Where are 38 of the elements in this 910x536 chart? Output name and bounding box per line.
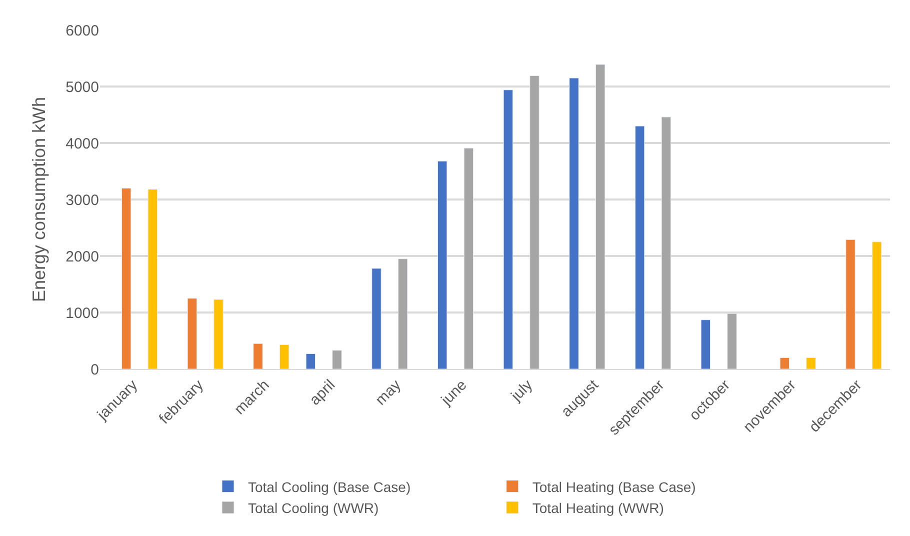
bar [398, 258, 408, 369]
legend-label: Total Cooling (Base Case) [248, 478, 411, 495]
y-tick-label: 1000 [66, 304, 99, 322]
bar [530, 76, 540, 369]
bar [121, 188, 132, 369]
y-tick-label: 5000 [66, 78, 99, 96]
bar [634, 126, 645, 369]
bar [332, 350, 342, 369]
bar [279, 344, 290, 369]
legend-label: Total Cooling (WWR) [248, 500, 379, 516]
bar [700, 320, 711, 369]
x-tick-label: july [507, 376, 536, 406]
bar [503, 90, 514, 369]
bar [661, 116, 672, 369]
x-tick-label: may [372, 376, 405, 409]
bar [253, 343, 263, 369]
y-tick-label: 0 [90, 361, 99, 378]
bar [727, 313, 737, 369]
bar [214, 299, 224, 369]
bar [187, 298, 198, 369]
bar [846, 239, 856, 369]
y-tick-label: 3000 [66, 192, 99, 209]
bar [148, 189, 158, 369]
bar [306, 354, 316, 369]
legend-label: Total Heating (Base Case) [532, 478, 696, 495]
bar [372, 268, 382, 369]
y-tick-label: 2000 [66, 248, 99, 266]
legend-label: Total Heating (WWR) [532, 500, 664, 516]
bar [595, 64, 606, 369]
bar [569, 78, 579, 369]
bar [872, 242, 882, 369]
y-tick-label: 4000 [66, 135, 99, 152]
y-axis-title: Energy consumption kWh [28, 96, 49, 302]
bar [464, 148, 474, 369]
bar [437, 160, 448, 369]
bar [806, 357, 816, 369]
bar [780, 357, 790, 369]
y-tick-label: 6000 [66, 22, 99, 40]
